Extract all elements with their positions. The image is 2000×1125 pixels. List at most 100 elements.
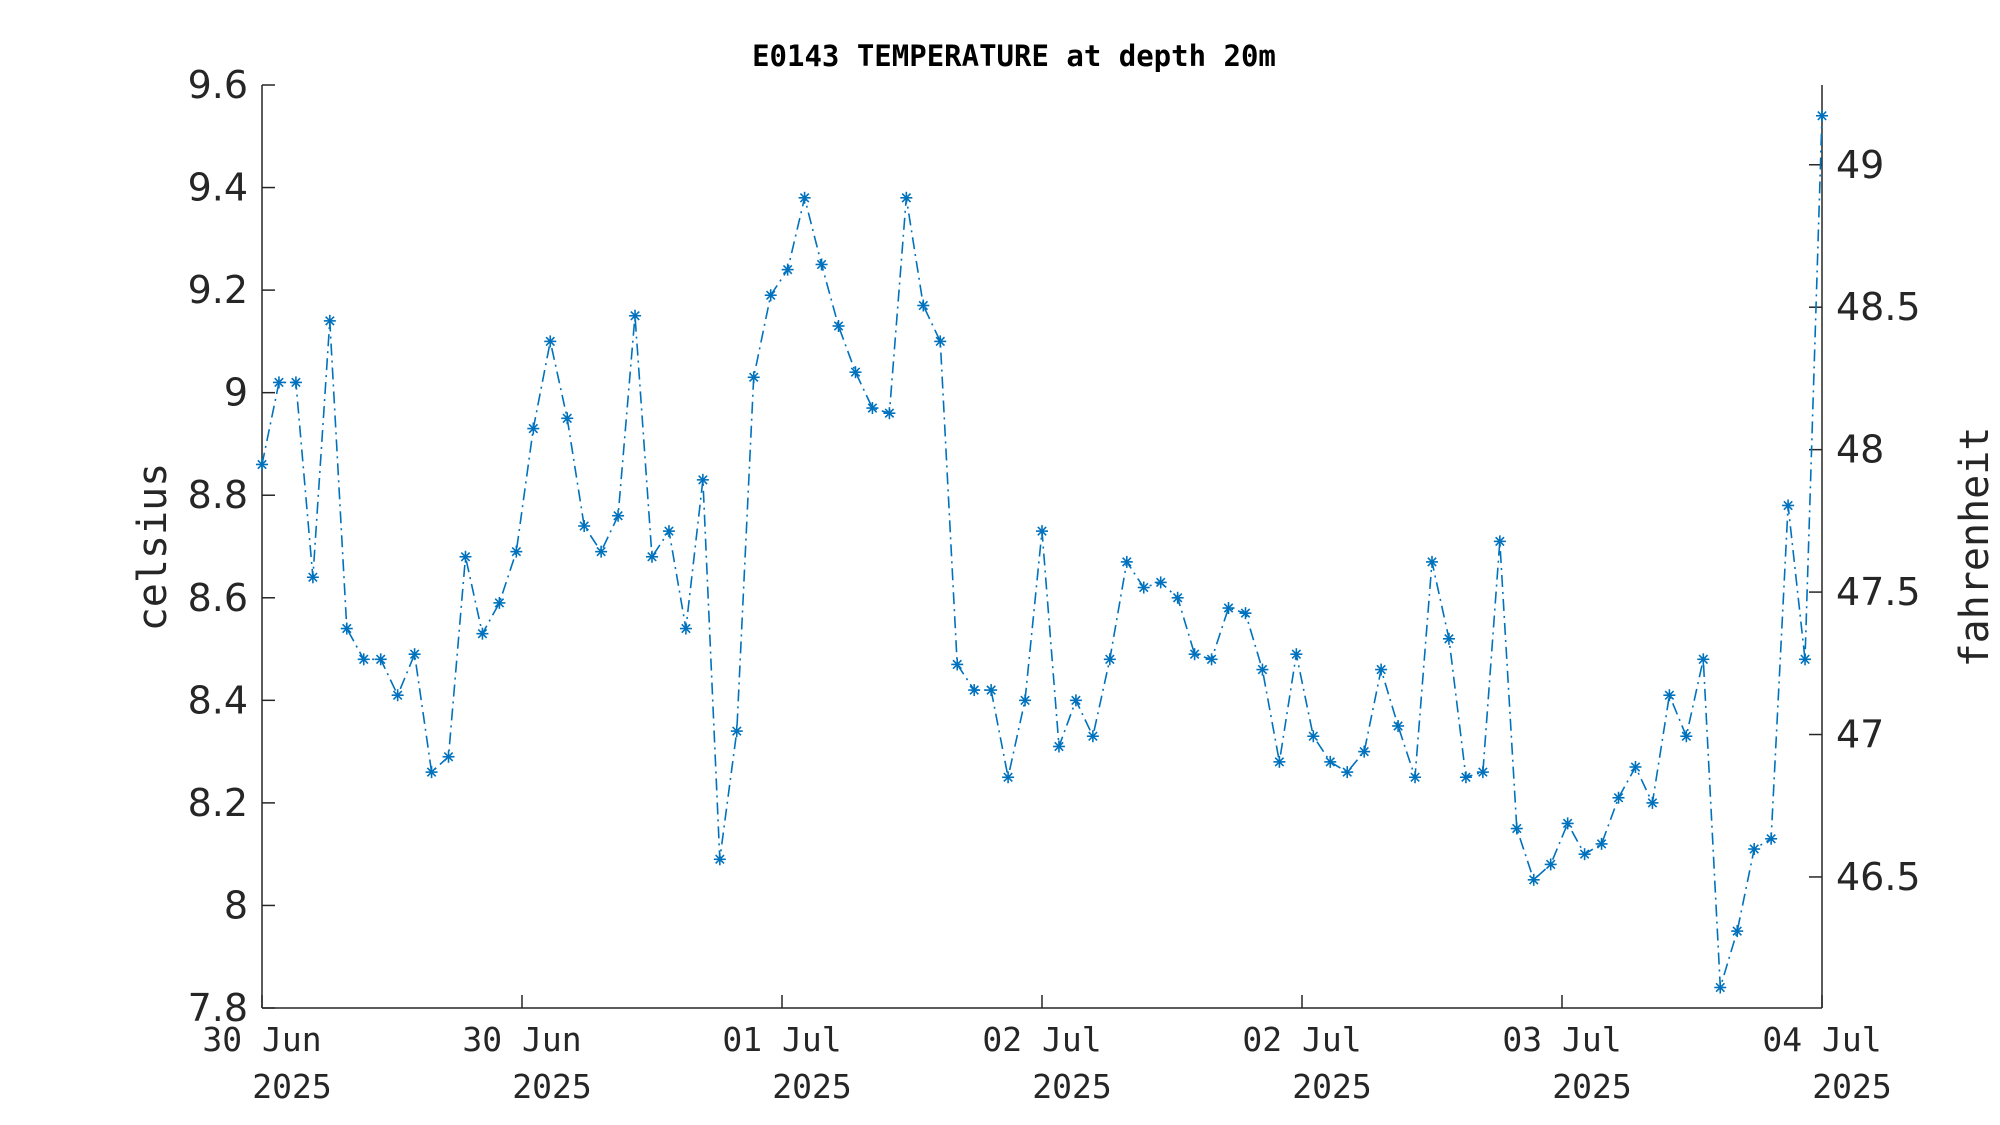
data-point bbox=[679, 622, 692, 635]
data-point bbox=[527, 422, 540, 435]
y-tick-label: 8.6 bbox=[188, 576, 248, 620]
y2-axis-label: fahrenheit bbox=[1952, 427, 1998, 668]
y-tick-label: 7.8 bbox=[188, 986, 248, 1030]
data-point bbox=[1307, 730, 1320, 743]
tick-labels: 7.8 8 8.2 8.4 8.6 8.8 9 9.2 9.4 9.6 46.5 47 47.5 48 48… bbox=[188, 63, 1921, 1106]
data-point bbox=[713, 853, 726, 866]
data-point bbox=[272, 376, 285, 389]
data-point bbox=[612, 509, 625, 522]
axes bbox=[261, 84, 1823, 1009]
x-tick-day-label: 04 Jul bbox=[1762, 1020, 1881, 1059]
data-point bbox=[1052, 740, 1065, 753]
series-temperature bbox=[256, 109, 1828, 994]
data-point bbox=[968, 684, 981, 697]
data-point bbox=[1409, 771, 1422, 784]
data-point bbox=[323, 314, 336, 327]
data-point bbox=[1290, 648, 1303, 661]
data-point bbox=[815, 258, 828, 271]
data-point bbox=[985, 684, 998, 697]
data-point bbox=[340, 622, 353, 635]
y2-tick-label: 47 bbox=[1836, 713, 1884, 757]
x-tick-year-label: 2025 bbox=[1812, 1067, 1891, 1106]
data-point bbox=[1544, 858, 1557, 871]
data-point bbox=[1612, 791, 1625, 804]
x-tick-day-label: 02 Jul bbox=[1242, 1020, 1361, 1059]
data-point bbox=[1816, 109, 1828, 122]
data-point bbox=[696, 473, 709, 486]
y-tick-label: 9.4 bbox=[188, 166, 248, 210]
y2-tick-label: 47.5 bbox=[1836, 570, 1921, 614]
data-point bbox=[289, 376, 302, 389]
y2-tick-label: 49 bbox=[1836, 143, 1884, 187]
x-tick-day-label: 30 Jun bbox=[202, 1020, 321, 1059]
y-tick-label: 8.8 bbox=[188, 473, 248, 517]
data-point bbox=[662, 525, 675, 538]
x-tick-year-label: 2025 bbox=[512, 1067, 591, 1106]
y-tick-label: 9.6 bbox=[188, 63, 248, 107]
chart-title: E0143 TEMPERATURE at depth 20m bbox=[752, 39, 1276, 73]
y2-tick-label: 48 bbox=[1836, 428, 1884, 472]
data-point bbox=[1578, 848, 1591, 861]
data-point bbox=[1069, 694, 1082, 707]
data-point bbox=[1002, 771, 1015, 784]
data-point bbox=[951, 658, 964, 671]
data-point bbox=[1019, 694, 1032, 707]
data-point bbox=[306, 571, 319, 584]
x-tick-year-label: 2025 bbox=[1032, 1067, 1111, 1106]
data-point bbox=[1256, 663, 1269, 676]
data-point bbox=[1663, 689, 1676, 702]
data-point bbox=[256, 458, 268, 471]
x-tick-year-label: 2025 bbox=[1292, 1067, 1371, 1106]
data-point bbox=[1188, 648, 1201, 661]
data-point bbox=[1680, 730, 1693, 743]
data-point bbox=[1714, 981, 1727, 994]
data-point bbox=[578, 519, 591, 532]
data-point bbox=[595, 545, 608, 558]
data-point bbox=[1442, 632, 1455, 645]
data-point bbox=[629, 309, 642, 322]
data-point bbox=[391, 689, 404, 702]
data-point bbox=[1476, 766, 1489, 779]
data-point bbox=[866, 402, 879, 415]
data-point bbox=[1426, 555, 1438, 568]
data-point bbox=[1392, 719, 1405, 732]
y-tick-label: 8.4 bbox=[188, 678, 248, 722]
data-point bbox=[1595, 837, 1608, 850]
data-point bbox=[832, 320, 845, 333]
data-point bbox=[1527, 873, 1540, 886]
x-tick-year-label: 2025 bbox=[772, 1067, 851, 1106]
data-point bbox=[1493, 535, 1506, 548]
data-point bbox=[1036, 525, 1048, 538]
data-point bbox=[900, 191, 913, 204]
data-point bbox=[1765, 832, 1778, 845]
data-point bbox=[459, 550, 472, 563]
data-point bbox=[510, 545, 523, 558]
data-point bbox=[781, 263, 794, 276]
data-point bbox=[1137, 581, 1150, 594]
x-tick-day-label: 03 Jul bbox=[1502, 1020, 1621, 1059]
data-point bbox=[730, 725, 743, 738]
x-tick-day-label: 01 Jul bbox=[722, 1020, 841, 1059]
data-point bbox=[1629, 760, 1642, 773]
data-point bbox=[476, 627, 489, 640]
x-tick-day-label: 30 Jun bbox=[462, 1020, 581, 1059]
data-point bbox=[1799, 653, 1812, 666]
data-point bbox=[646, 550, 658, 563]
data-point bbox=[1324, 755, 1337, 768]
y-axis-label: celsius bbox=[130, 463, 176, 632]
data-point bbox=[493, 596, 506, 609]
data-point bbox=[1561, 817, 1574, 830]
data-point bbox=[442, 750, 455, 763]
y-tick-label: 8.2 bbox=[188, 781, 248, 825]
data-point bbox=[849, 366, 862, 379]
data-point bbox=[1103, 653, 1116, 666]
data-point bbox=[1086, 730, 1099, 743]
data-point bbox=[1459, 771, 1472, 784]
data-point bbox=[1205, 653, 1218, 666]
x-tick-year-label: 2025 bbox=[1552, 1067, 1631, 1106]
data-point bbox=[1154, 576, 1167, 589]
data-point bbox=[1510, 822, 1523, 835]
data-point bbox=[1358, 745, 1371, 758]
data-point bbox=[917, 299, 930, 312]
